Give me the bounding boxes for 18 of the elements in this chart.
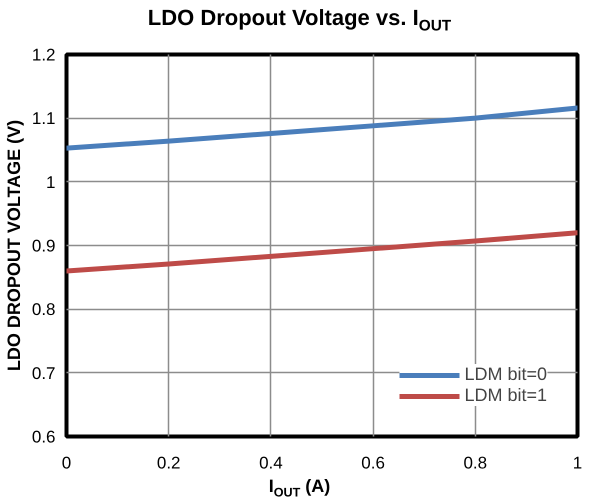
- legend-label: LDM bit=1: [464, 385, 547, 406]
- y-tick-label: 0.8: [32, 300, 56, 320]
- y-tick-label: 0.7: [32, 364, 56, 383]
- y-tick-label: 1.2: [32, 46, 56, 64]
- y-tick-label: 0.6: [32, 428, 56, 446]
- y-axis-title: LDO DROPOUT VOLTAGE (V): [4, 120, 24, 372]
- x-tick-label: 1: [572, 454, 582, 472]
- chart-title: LDO Dropout Voltage vs. I$_{OUT}$: [146, 5, 452, 36]
- x-tick-label: 0.2: [156, 454, 181, 472]
- x-tick-label: 0.4: [259, 454, 283, 472]
- x-tick-label: 0.6: [361, 454, 385, 472]
- y-tick-label: 0.9: [32, 236, 56, 256]
- x-tick-label: 0.8: [463, 454, 488, 472]
- x-tick-label: 0: [62, 454, 72, 472]
- x-axis-title: I$_{OUT}$ (A): [268, 476, 332, 499]
- legend-label: LDM bit=0: [464, 364, 547, 385]
- y-tick-label: 1.1: [32, 109, 56, 128]
- y-tick-label: 1: [46, 172, 56, 192]
